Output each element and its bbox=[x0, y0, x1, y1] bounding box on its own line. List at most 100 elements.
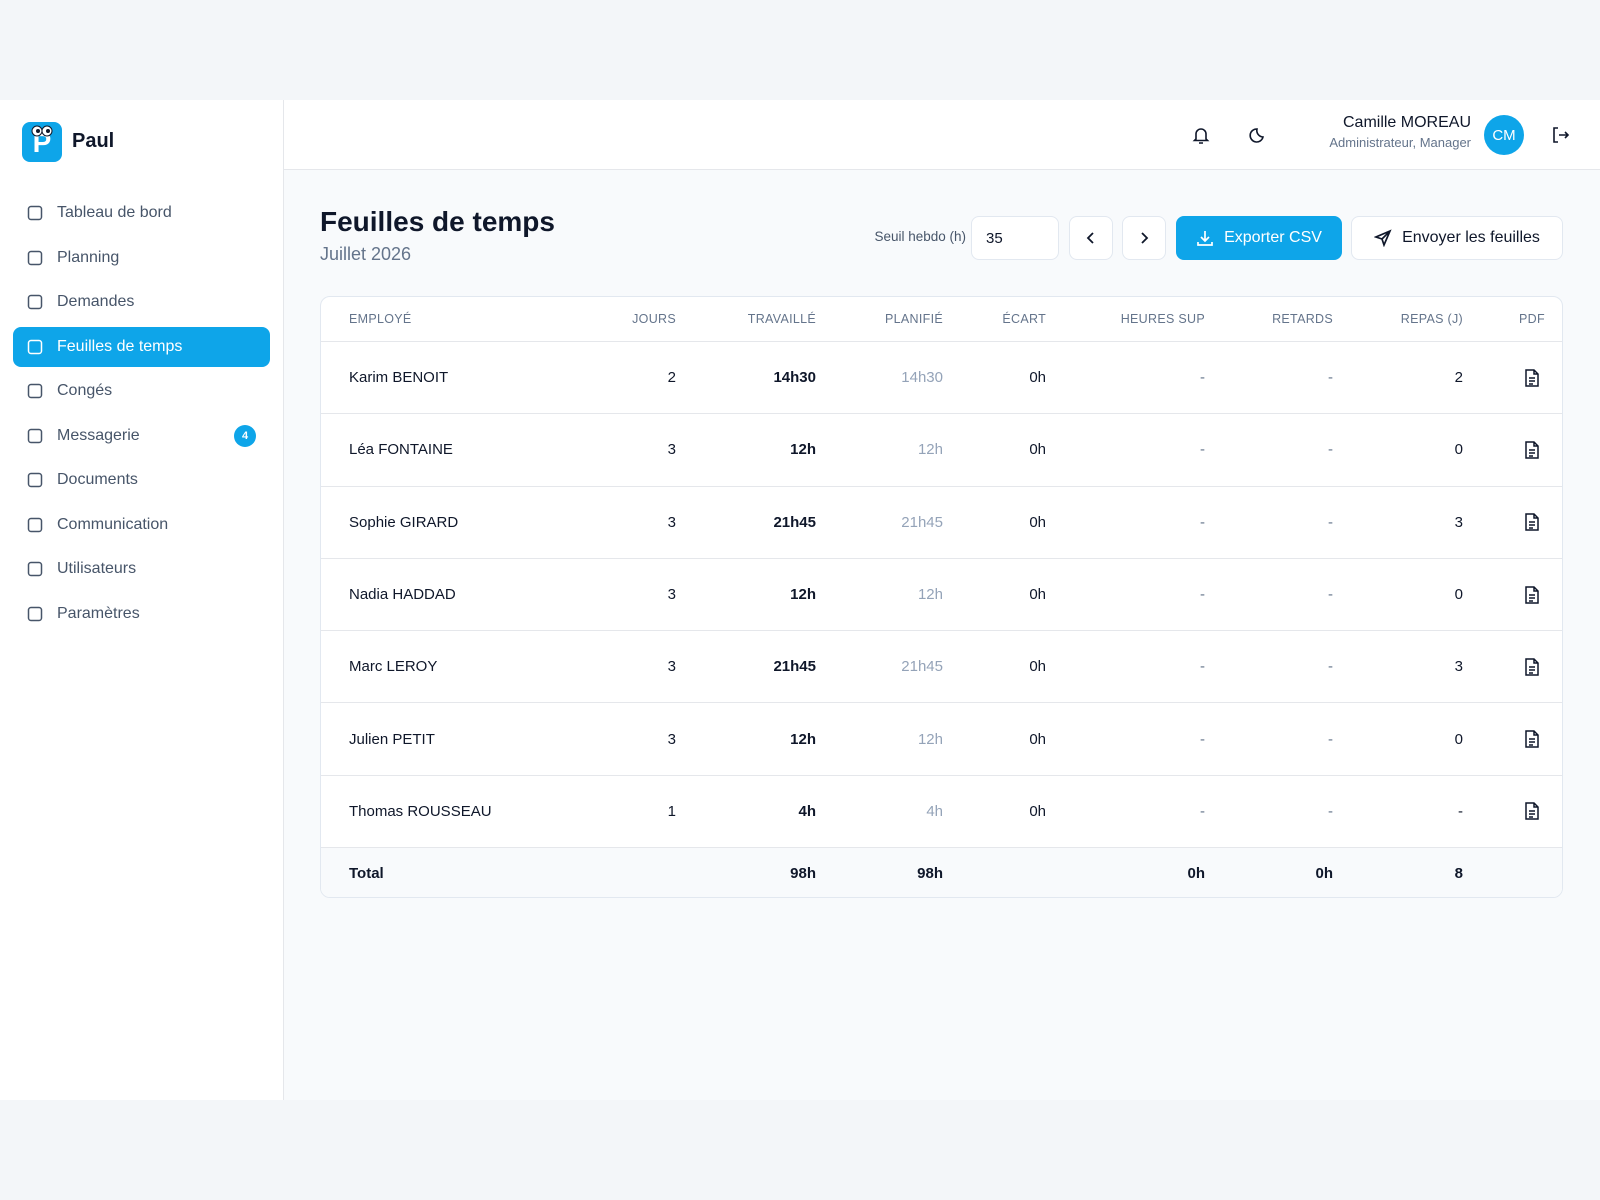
table-cell: 0h bbox=[1029, 730, 1046, 748]
nav-icon bbox=[27, 606, 43, 621]
nav-label: Tableau de bord bbox=[57, 204, 172, 221]
table-cell: 4h bbox=[926, 802, 943, 820]
table-cell: 0h bbox=[1029, 802, 1046, 820]
nav-icon bbox=[27, 561, 43, 577]
table-cell: 3 bbox=[667, 513, 676, 531]
total-cell: 98h bbox=[917, 865, 943, 882]
nav-icon bbox=[27, 294, 43, 310]
nav-label: Feuilles de temps bbox=[57, 337, 183, 355]
table-cell: 4h bbox=[798, 802, 816, 820]
export-button[interactable]: Exporter CSV bbox=[1176, 216, 1342, 260]
column-header: PDF bbox=[1519, 312, 1545, 326]
table-row: Léa FONTAINE 3 12h 12h 0h - - 0 bbox=[321, 414, 1562, 487]
nav-label: Planning bbox=[57, 248, 120, 266]
table-cell: 12h bbox=[790, 441, 816, 459]
table-cell: - bbox=[1200, 586, 1205, 604]
nav-icon bbox=[27, 517, 43, 532]
next-button[interactable] bbox=[1122, 216, 1166, 260]
table-cell: - bbox=[1328, 658, 1333, 676]
table-cell: 21h45 bbox=[901, 658, 943, 676]
table-cell: 3 bbox=[1454, 658, 1463, 676]
nav-label: Demandes bbox=[57, 293, 135, 310]
nav-item[interactable]: Utilisateurs bbox=[13, 549, 270, 589]
table-cell: Nadia HADDAD bbox=[349, 586, 456, 604]
send-button[interactable]: Envoyer les feuilles bbox=[1351, 216, 1563, 260]
table-cell: 3 bbox=[667, 586, 676, 604]
bell-icon[interactable] bbox=[1191, 125, 1211, 145]
table-cell: 12h bbox=[790, 730, 816, 748]
table-cell: - bbox=[1328, 513, 1333, 531]
total-cell: Total bbox=[349, 865, 384, 882]
nav-item[interactable]: Messagerie 4 bbox=[13, 416, 270, 456]
prev-button[interactable] bbox=[1069, 216, 1113, 260]
page-title: Feuilles de temps bbox=[320, 206, 555, 237]
logo: P bbox=[22, 122, 62, 162]
export-label: Exporter CSV bbox=[1224, 229, 1322, 246]
table-cell: - bbox=[1200, 730, 1205, 748]
nav-item[interactable]: Paramètres bbox=[13, 594, 270, 634]
threshold-label: Seuil hebdo (h) bbox=[874, 229, 966, 244]
table-cell: - bbox=[1328, 369, 1333, 387]
table-cell: 0 bbox=[1454, 730, 1463, 748]
page-subtitle: Juillet 2026 bbox=[320, 244, 412, 264]
column-header: JOURS bbox=[632, 312, 676, 326]
user-name: Camille MOREAU bbox=[1342, 114, 1471, 131]
table-header: EMPLOYÉ JOURS TRAVAILLÉ PLANIFIÉ ÉCART HEURES… bbox=[321, 297, 1562, 342]
table-row: Thomas ROUSSEAU 1 4h 4h 0h - - - bbox=[321, 776, 1562, 849]
nav-item[interactable]: Congés bbox=[13, 371, 270, 411]
table-cell: - bbox=[1200, 658, 1205, 676]
nav-label: Utilisateurs bbox=[57, 560, 137, 577]
pdf-icon bbox=[1525, 513, 1539, 531]
nav-item[interactable]: Planning bbox=[13, 238, 270, 278]
total-cell: 0h bbox=[1187, 865, 1205, 882]
nav-icon bbox=[27, 383, 43, 399]
pdf-button[interactable] bbox=[1502, 487, 1562, 558]
column-header: TRAVAILLÉ bbox=[747, 312, 816, 326]
nav-badge: 4 bbox=[234, 424, 256, 447]
brand: Paul bbox=[72, 130, 115, 152]
table-cell: - bbox=[1200, 441, 1205, 459]
pdf-button[interactable] bbox=[1502, 631, 1562, 702]
nav-icon bbox=[27, 250, 43, 265]
logout-icon[interactable] bbox=[1550, 125, 1570, 145]
pdf-icon bbox=[1525, 368, 1539, 387]
pdf-button[interactable] bbox=[1502, 559, 1562, 630]
pdf-button[interactable] bbox=[1502, 414, 1562, 485]
table-cell: 12h bbox=[917, 441, 943, 459]
table-cell: 3 bbox=[667, 658, 676, 676]
nav-item[interactable]: Documents bbox=[13, 460, 270, 500]
column-header: REPAS (J) bbox=[1400, 312, 1463, 326]
nav-item[interactable]: Feuilles de temps bbox=[13, 326, 270, 367]
nav-label: Messagerie bbox=[57, 426, 140, 444]
table-cell: - bbox=[1200, 802, 1205, 820]
threshold-input[interactable]: 35 bbox=[971, 216, 1059, 260]
column-header: RETARDS bbox=[1272, 312, 1333, 326]
nav-item[interactable]: Demandes bbox=[13, 282, 270, 322]
pdf-button[interactable] bbox=[1502, 342, 1562, 413]
pdf-icon bbox=[1525, 802, 1539, 821]
nav-item[interactable]: Communication bbox=[13, 505, 270, 545]
pdf-button[interactable] bbox=[1502, 776, 1562, 847]
table-cell: 3 bbox=[667, 730, 676, 748]
table-cell: 1 bbox=[667, 802, 676, 820]
column-header: EMPLOYÉ bbox=[349, 312, 412, 326]
table-row: Marc LEROY 3 21h45 21h45 0h - - 3 bbox=[321, 631, 1562, 704]
pdf-button[interactable] bbox=[1502, 704, 1562, 775]
theme-icon[interactable] bbox=[1248, 125, 1268, 145]
table-cell: 2 bbox=[1454, 369, 1463, 387]
table-row: Julien PETIT 3 12h 12h 0h - - 0 bbox=[321, 704, 1562, 776]
table-cell: - bbox=[1328, 586, 1333, 604]
nav-icon bbox=[27, 205, 43, 221]
avatar[interactable]: CM bbox=[1484, 115, 1524, 155]
nav-label: Communication bbox=[57, 515, 169, 533]
pdf-icon bbox=[1525, 658, 1539, 676]
table-cell: 14h30 bbox=[773, 369, 816, 387]
table-cell: - bbox=[1458, 802, 1463, 820]
table-cell: Julien PETIT bbox=[349, 730, 435, 748]
table-cell: 3 bbox=[667, 441, 676, 459]
table-cell: - bbox=[1200, 369, 1205, 387]
table-row: Nadia HADDAD 3 12h 12h 0h - - 0 bbox=[321, 559, 1562, 632]
nav-item[interactable]: Tableau de bord bbox=[13, 193, 270, 233]
nav-label: Paramètres bbox=[57, 604, 140, 622]
table-cell: 0h bbox=[1029, 441, 1046, 459]
